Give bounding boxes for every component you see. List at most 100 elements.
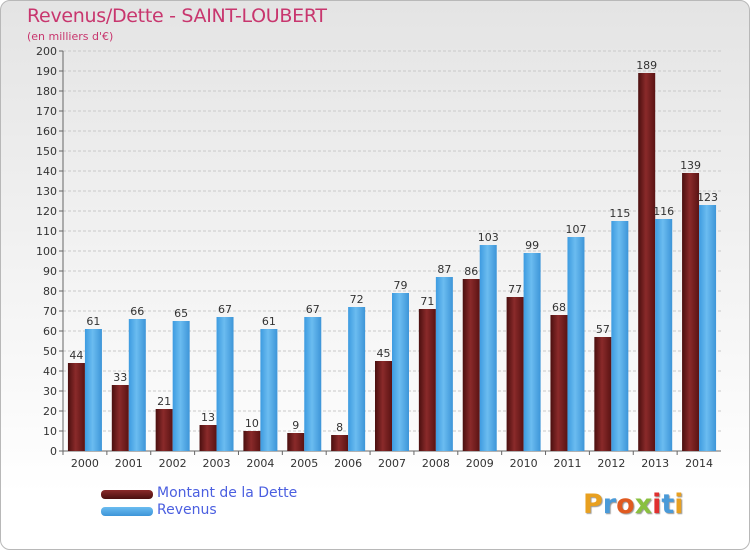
x-tick-label: 2005: [290, 457, 318, 470]
x-tick-label: 2006: [334, 457, 362, 470]
bar-dette: [243, 431, 261, 451]
y-tick-label: 70: [43, 305, 57, 318]
bar-dette: [506, 297, 524, 451]
bar-revenus: [479, 245, 497, 451]
bar-revenus: [216, 317, 234, 451]
y-tick-label: 60: [43, 325, 57, 338]
bar-revenus: [523, 253, 541, 451]
x-tick-label: 2007: [378, 457, 406, 470]
proxiti-logo: Proxiti: [583, 489, 684, 520]
legend-swatch-dette: [101, 490, 153, 499]
value-label-dette: 13: [201, 411, 215, 424]
x-tick-label: 2002: [159, 457, 187, 470]
bar-dette: [418, 309, 436, 451]
bar-revenus: [84, 329, 102, 451]
legend-label-dette: Montant de la Dette: [157, 485, 298, 501]
value-label-revenus: 107: [565, 223, 586, 236]
y-tick-label: 0: [50, 445, 57, 458]
bar-chart: 0 10 20 30 40 50 60 70 80 90 100 110 120 130 140 150 160…: [36, 45, 721, 470]
y-tick-label: 200: [36, 45, 57, 58]
value-label-revenus: 87: [437, 263, 451, 276]
value-label-dette: 189: [636, 59, 657, 72]
bar-revenus: [567, 237, 585, 451]
x-tick-label: 2014: [685, 457, 713, 470]
y-tick-label: 80: [43, 285, 57, 298]
x-tick-label: 2011: [553, 457, 581, 470]
y-tick-label: 20: [43, 405, 57, 418]
x-tick-label: 2001: [115, 457, 143, 470]
bar-revenus: [348, 307, 366, 451]
y-tick-label: 40: [43, 365, 57, 378]
y-tick-label: 50: [43, 345, 57, 358]
value-label-revenus: 61: [262, 315, 276, 328]
value-label-revenus: 79: [394, 279, 408, 292]
value-label-dette: 33: [113, 371, 127, 384]
bar-revenus: [611, 221, 629, 451]
value-label-revenus: 99: [525, 239, 539, 252]
value-label-revenus: 116: [653, 205, 674, 218]
logo-letter: x: [634, 489, 653, 520]
bar-revenus: [435, 277, 453, 451]
value-label-revenus: 72: [350, 293, 364, 306]
value-label-dette: 10: [245, 417, 259, 430]
value-label-dette: 21: [157, 395, 171, 408]
bar-dette: [594, 337, 612, 451]
bar-dette: [155, 409, 173, 451]
value-label-dette: 9: [292, 419, 299, 432]
value-label-revenus: 123: [697, 191, 718, 204]
y-tick-label: 10: [43, 425, 57, 438]
x-tick-label: 2003: [203, 457, 231, 470]
bar-revenus: [260, 329, 278, 451]
value-label-dette: 68: [552, 301, 566, 314]
x-tick-label: 2004: [246, 457, 274, 470]
chart-subtitle: (en milliers d'€): [27, 30, 114, 43]
bar-dette: [67, 363, 85, 451]
value-label-dette: 71: [420, 295, 434, 308]
bar-dette: [682, 173, 700, 451]
x-tick-label: 2012: [597, 457, 625, 470]
value-label-dette: 139: [680, 159, 701, 172]
y-tick-label: 140: [36, 165, 57, 178]
logo-letter: i: [674, 489, 684, 520]
bar-revenus: [392, 293, 409, 451]
logo-letter: o: [616, 489, 635, 520]
value-label-revenus: 115: [609, 207, 630, 220]
value-label-dette: 57: [596, 323, 610, 336]
legend-label-revenus: Revenus: [157, 502, 217, 518]
bar-dette: [375, 361, 392, 451]
y-tick-label: 170: [36, 105, 57, 118]
legend-swatch-revenus: [101, 507, 153, 516]
value-label-revenus: 103: [478, 231, 499, 244]
value-label-revenus: 67: [306, 303, 320, 316]
bar-revenus: [172, 321, 190, 451]
bar-revenus: [128, 319, 146, 451]
bar-revenus: [655, 219, 673, 451]
y-tick-label: 120: [36, 205, 57, 218]
x-tick-label: 2000: [71, 457, 99, 470]
bar-dette: [331, 435, 349, 451]
bar-revenus: [699, 205, 717, 451]
value-label-revenus: 66: [130, 305, 144, 318]
value-label-dette: 44: [69, 349, 83, 362]
value-label-revenus: 67: [218, 303, 232, 316]
y-tick-label: 160: [36, 125, 57, 138]
bar-dette: [550, 315, 568, 451]
y-tick-label: 30: [43, 385, 57, 398]
y-tick-label: 100: [36, 245, 57, 258]
bar-revenus: [304, 317, 322, 451]
x-tick-label: 2010: [510, 457, 538, 470]
chart-title: Revenus/Dette - SAINT-LOUBERT: [27, 5, 327, 27]
value-label-dette: 45: [377, 347, 391, 360]
y-tick-label: 90: [43, 265, 57, 278]
x-tick-label: 2008: [422, 457, 450, 470]
x-tick-label: 2013: [641, 457, 669, 470]
logo-letter: t: [661, 489, 675, 520]
logo-letter: r: [602, 489, 617, 520]
logo-letter: i: [652, 489, 662, 520]
value-label-revenus: 65: [174, 307, 188, 320]
bar-dette: [111, 385, 129, 451]
bar-dette: [287, 433, 305, 451]
bar-dette: [462, 279, 480, 451]
y-tick-label: 150: [36, 145, 57, 158]
bar-dette: [638, 73, 656, 451]
